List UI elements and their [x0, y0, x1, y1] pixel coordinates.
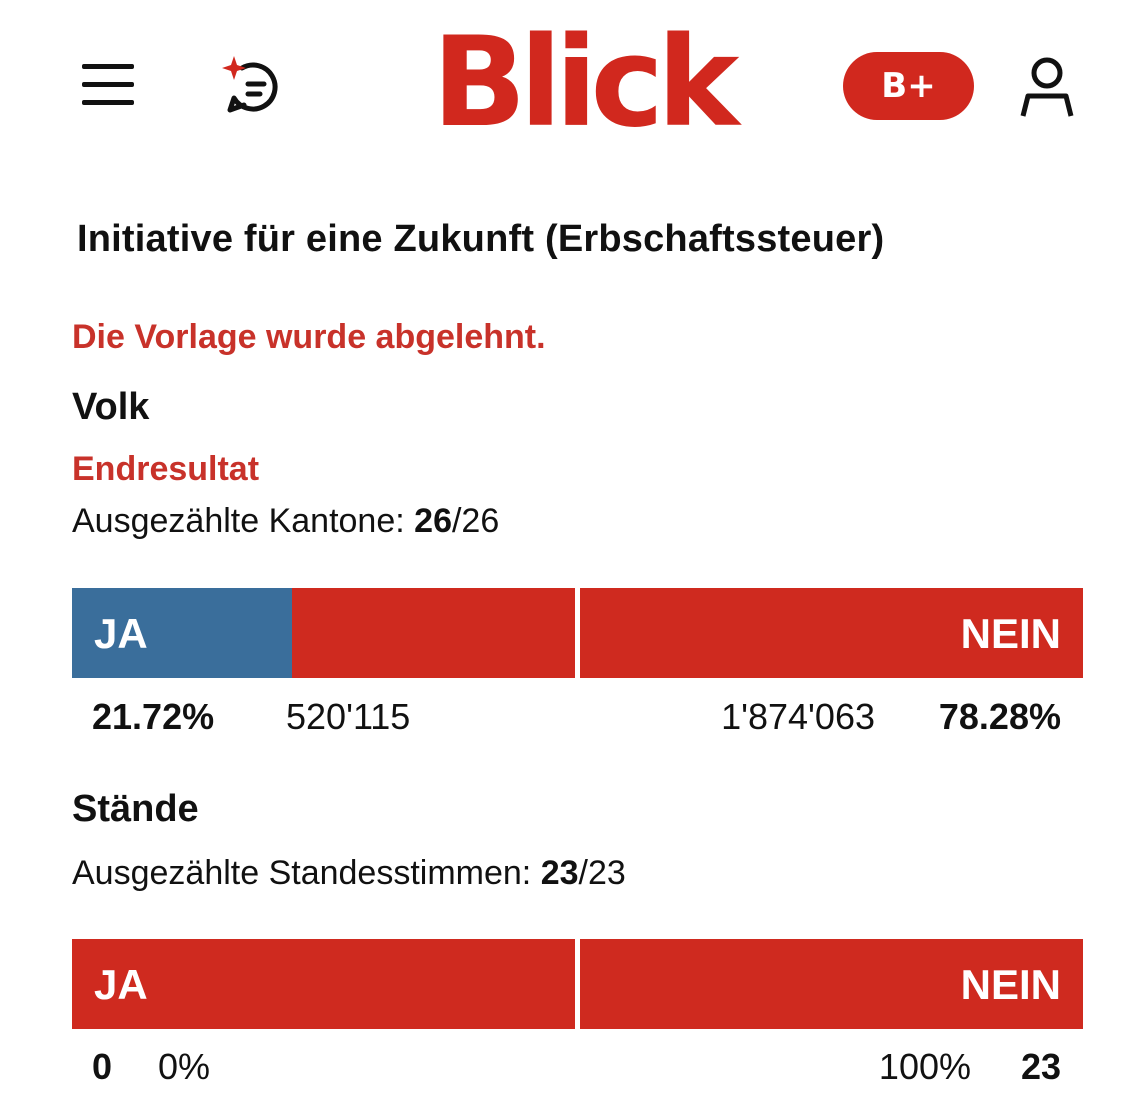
counted-total: /26: [451, 502, 500, 540]
blick-logo[interactable]: Blick: [432, 11, 740, 155]
staende-no-percent: 100%: [878, 1046, 971, 1087]
page-title: Initiative für eine Zukunft (Erbschaftss…: [77, 218, 885, 260]
volk-yes-label: JA: [94, 610, 148, 657]
menu-icon[interactable]: [82, 62, 134, 108]
volk-no-votes: 1'874'063: [721, 696, 875, 737]
counted-cantons: Ausgezählte Kantone: 26/26: [72, 502, 499, 541]
staende-no-label: NEIN: [960, 961, 1061, 1008]
volk-result-bar: JA NEIN: [72, 588, 1083, 678]
section-title-volk: Volk: [72, 386, 150, 428]
volk-yes-votes: 520'115: [286, 696, 411, 737]
user-icon[interactable]: [1018, 56, 1076, 118]
volk-yes-percent: 21.72%: [92, 696, 215, 737]
staende-yes-percent: 0%: [158, 1046, 211, 1087]
counted-total: /23: [578, 854, 626, 892]
bar-midline: [575, 939, 580, 1029]
result-status: Die Vorlage wurde abgelehnt.: [72, 318, 546, 356]
status-endresultat: Endresultat: [72, 450, 260, 488]
counted-done: 23: [540, 854, 579, 892]
staende-yes-label: JA: [94, 961, 148, 1008]
blick-plus-button[interactable]: B+: [843, 52, 974, 120]
staende-result-bar: JA NEIN: [72, 939, 1083, 1029]
staende-no-count: 23: [1020, 1046, 1061, 1087]
counted-standesstimmen: Ausgezählte Standesstimmen: 23/23: [72, 854, 626, 893]
volk-yes-fill: [72, 588, 292, 678]
app-header: Blick B+: [0, 0, 1137, 175]
volk-no-label: NEIN: [960, 610, 1061, 657]
section-title-staende: Stände: [72, 788, 199, 830]
staende-yes-count: 0: [92, 1046, 113, 1087]
counted-done: 26: [414, 502, 452, 540]
counted-label: Ausgezählte Standesstimmen:: [72, 854, 532, 892]
volk-no-percent: 78.28%: [938, 696, 1061, 737]
chat-sparkle-icon[interactable]: [220, 54, 284, 118]
bar-midline: [575, 588, 580, 678]
counted-label: Ausgezählte Kantone:: [72, 502, 405, 540]
